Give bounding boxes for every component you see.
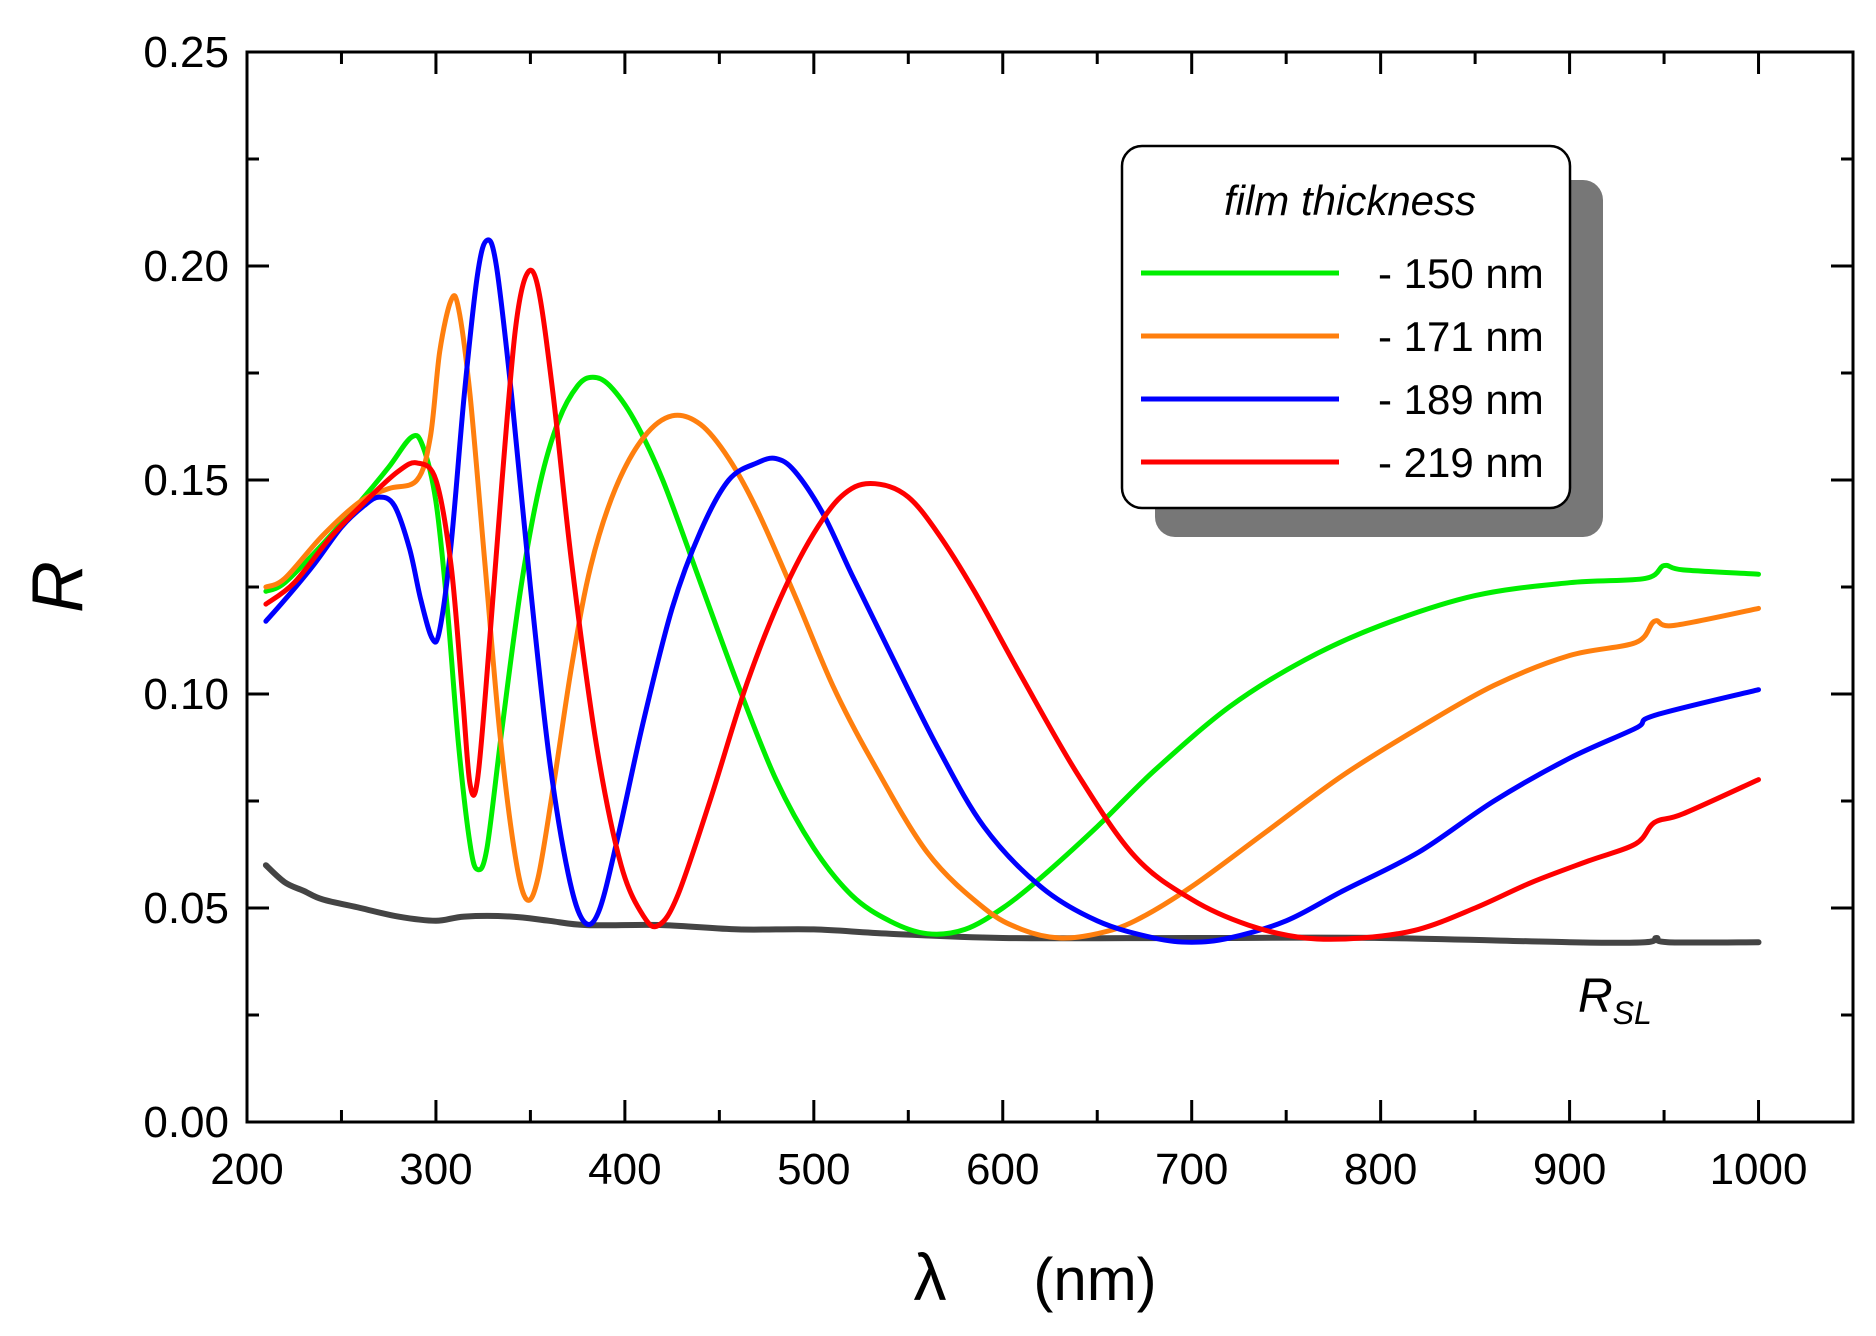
legend: film thickness - 150 nm- 171 nm- 189 nm-… [1120, 144, 1603, 537]
y-tick-label: 0.15 [143, 456, 229, 505]
legend-box [1120, 144, 1572, 510]
x-tick-label: 200 [210, 1145, 283, 1194]
x-tick-label: 500 [777, 1145, 850, 1194]
y-tick-label: 0.00 [143, 1098, 229, 1147]
y-axis-label: R [18, 561, 98, 613]
legend-title: film thickness [1224, 177, 1476, 224]
series-layer [262, 237, 1762, 946]
series-line-171-nm [263, 293, 1761, 941]
y-tick-label: 0.10 [143, 670, 229, 719]
legend-label: - 150 nm [1378, 250, 1544, 297]
x-tick-label: 400 [588, 1145, 661, 1194]
y-tick-labels: 0.00 0.05 0.10 0.15 0.20 0.25 [143, 28, 229, 1147]
y-tick-label: 0.20 [143, 242, 229, 291]
series-line-219-nm [263, 267, 1761, 942]
y-tick-label: 0.25 [143, 28, 229, 77]
legend-label: - 219 nm [1378, 439, 1544, 486]
x-tick-label: 1000 [1710, 1145, 1808, 1194]
x-tick-label: 800 [1344, 1145, 1417, 1194]
y-tick-label: 0.05 [143, 884, 229, 933]
x-tick-label: 300 [399, 1145, 472, 1194]
series-line-189-nm [263, 237, 1761, 945]
legend-label: - 189 nm [1378, 376, 1544, 423]
legend-items: - 150 nm - 171 nm - 189 nm - 219 nm [1141, 250, 1544, 486]
series-line-r-sl [262, 862, 1762, 946]
rsl-annotation: RSL [1578, 970, 1652, 1031]
x-axis-label-unit: (nm) [1033, 1246, 1156, 1313]
rsl-annotation-subscript: SL [1613, 995, 1652, 1031]
legend-label: - 171 nm [1378, 313, 1544, 360]
series-line-150-nm [263, 374, 1761, 937]
x-tick-label: 900 [1533, 1145, 1606, 1194]
x-tick-labels: 200 300 400 500 600 700 800 900 1000 [210, 1145, 1807, 1194]
plot-frame [245, 50, 1855, 1124]
rsl-annotation-main: R [1578, 970, 1613, 1023]
x-tick-label: 700 [1155, 1145, 1228, 1194]
x-axis-label-symbol: λ [914, 1240, 947, 1314]
x-tick-label: 600 [966, 1145, 1039, 1194]
